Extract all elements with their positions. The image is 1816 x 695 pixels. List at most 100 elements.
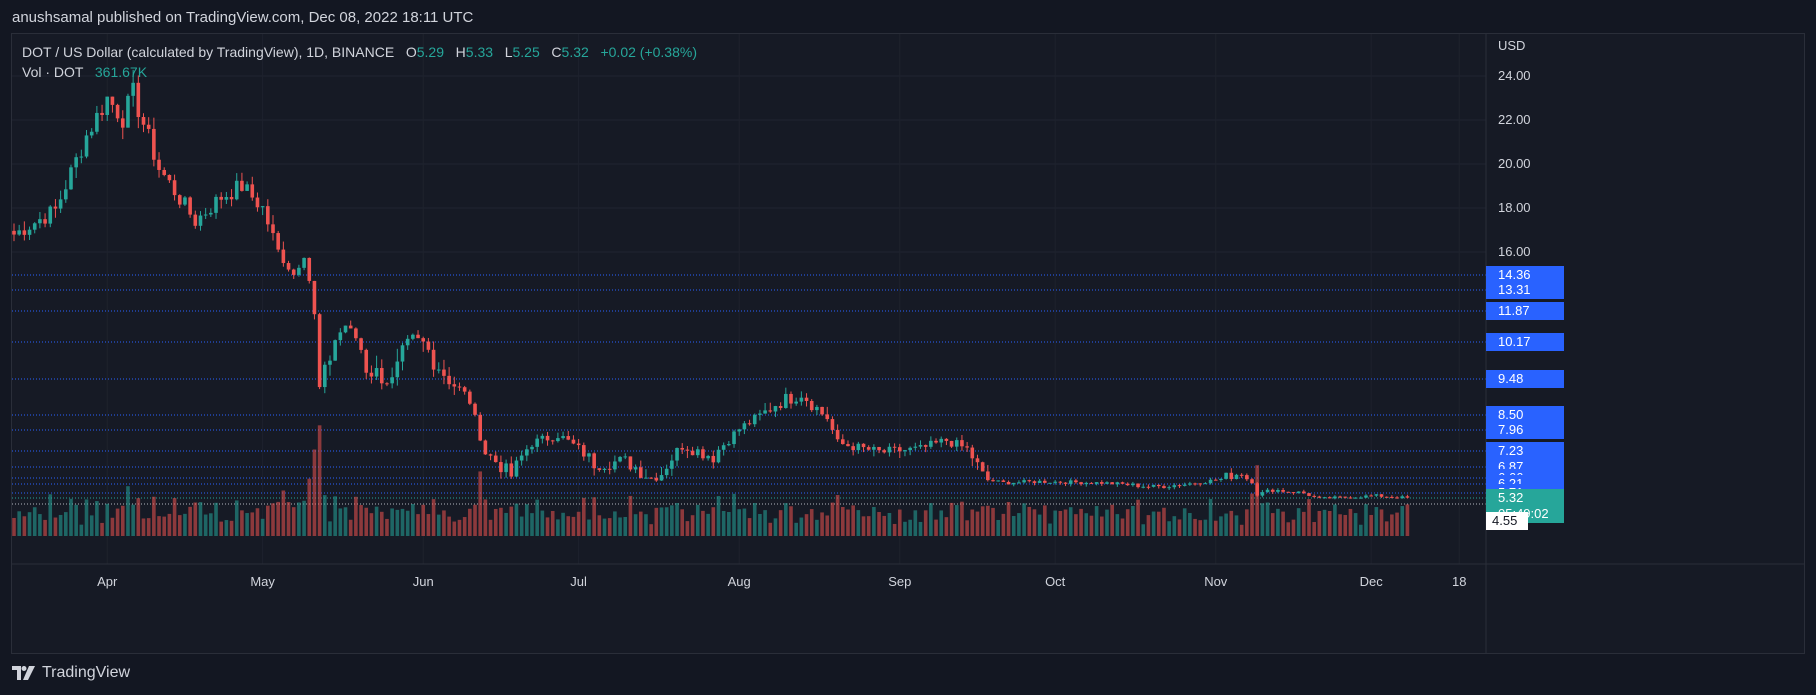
volume-bar [359,505,363,536]
volume-bar [1032,509,1037,536]
volume-legend: Vol · DOT 361.67K [22,64,147,80]
volume-bar [1006,501,1011,536]
tradingview-logo[interactable]: TradingView [12,664,130,682]
volume-bar [483,499,488,536]
candle-body [32,223,37,230]
candle-body [48,206,53,224]
candle-body [903,450,907,452]
volume-bar [312,449,317,536]
volume-bar [644,514,648,536]
level-badge [1486,281,1564,299]
candle-body [1260,492,1265,496]
candle-body [286,263,291,270]
volume-bar [162,516,167,536]
candle-body [291,269,296,275]
volume-bar [1141,524,1146,536]
volume-bar [229,520,234,536]
volume-bar [1203,519,1208,536]
candle-body [535,438,539,447]
candle-body [618,456,622,462]
volume-bar [442,510,446,536]
volume-bar [545,517,550,536]
volume-bar [747,518,752,536]
x-tick-label: May [250,574,275,589]
level-badge [1486,406,1564,424]
volume-bar [628,495,633,536]
candle-body [897,447,902,452]
candle-body [136,82,141,118]
volume-bar [1162,507,1166,536]
change-value: +0.02 (+0.38%) [600,44,697,60]
candle-body [892,446,897,448]
volume-bar [79,524,84,536]
volume-bar [638,511,643,536]
candle-body [561,436,565,439]
candle-body [504,463,508,473]
volume-bar [343,507,348,536]
candle-body [778,406,783,408]
symbol-title[interactable]: DOT / US Dollar (calculated by TradingVi… [22,44,395,60]
volume-bar [203,514,208,536]
candle-body [390,377,394,384]
volume-bar [903,521,907,536]
volume-bar [1359,524,1363,536]
volume-bar [105,503,110,536]
volume-bar [706,513,710,536]
volume-bar [1333,504,1337,536]
volume-bar [1219,516,1223,536]
volume-bar [379,511,384,536]
candle-body [820,406,824,415]
volume-bar [1390,514,1394,536]
candle-body [131,82,135,96]
candle-body [12,230,16,235]
volume-bar [815,519,819,536]
candle-body [1182,484,1187,486]
candle-body [809,401,814,411]
level-badge [1486,370,1564,388]
candle-body [846,444,850,447]
candle-body [545,435,550,441]
volume-bar [405,510,410,536]
candle-body [623,456,628,458]
volume-bar [1089,515,1094,536]
volume-bar [1105,509,1109,536]
volume-bar [364,507,369,536]
candle-body [1193,483,1197,485]
candle-body [587,453,591,457]
candle-body [980,462,985,472]
low-value: 5.25 [512,44,540,60]
candle-body [1027,480,1032,482]
candle-body [1270,489,1275,492]
candle-body [162,169,167,175]
candle-body [374,368,379,377]
candle-body [654,477,659,481]
candle-body [1374,494,1379,496]
candle-body [100,112,104,115]
volume-label[interactable]: Vol · DOT [22,64,84,80]
volume-bar [53,517,58,536]
chart-area[interactable]: USD 24.00 22.00 20.00 18.00 16.00 14.36 13.31 11… [11,33,1805,654]
candle-body [343,325,348,333]
volume-bar [411,504,415,536]
volume-bar [535,499,539,536]
volume-bar [923,510,928,536]
candle-body [141,117,146,125]
candle-body [799,397,804,402]
candle-body [1115,482,1120,485]
volume-bar [1115,514,1120,536]
volume-bar [768,522,773,536]
volume-bar [493,508,498,536]
volume-bar [607,518,612,536]
candle-body [954,440,959,447]
level-badge [1486,421,1564,439]
volume-bar [835,495,840,536]
candle-body [825,414,830,420]
volume-bar [695,504,700,536]
candle-body [835,429,840,440]
volume-bar [866,516,871,536]
volume-bar [1338,514,1342,536]
candle-body [1390,496,1394,498]
candle-body [721,445,726,450]
candle-body [354,328,358,339]
